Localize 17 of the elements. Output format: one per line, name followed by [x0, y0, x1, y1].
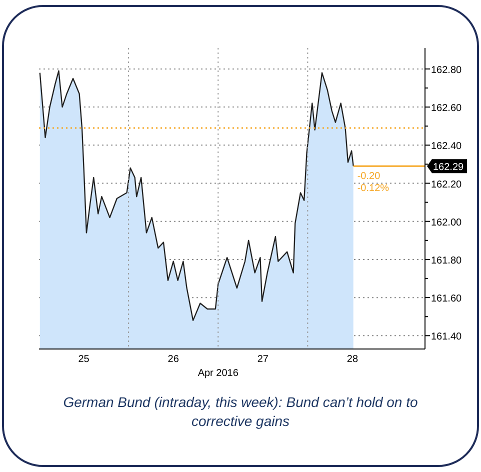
x-axis-title: Apr 2016 [198, 368, 239, 379]
x-tick-label: 25 [78, 354, 90, 365]
y-tick-label: 161.40 [431, 332, 462, 343]
text: German Bund (intraday, this week): Bund can’t hold on to corrective gains [63, 394, 418, 429]
y-tick-label: 162.20 [431, 179, 462, 190]
y-tick-label: 162.00 [431, 217, 462, 228]
x-tick-label: 26 [168, 354, 180, 365]
y-tick-label: 161.60 [431, 294, 462, 305]
ref-line-label: 162.29 [433, 162, 464, 174]
y-tick-label: 162.40 [431, 141, 462, 152]
annotation: -0.20 [357, 171, 381, 182]
y-tick-label: 161.80 [431, 255, 462, 266]
x-tick-label: 28 [346, 354, 358, 365]
y-tick-label: 162.80 [431, 64, 462, 76]
x-tick-label: 27 [257, 354, 269, 365]
y-tick-label: 162.60 [431, 103, 462, 114]
annotation: -0.12% [357, 183, 390, 194]
